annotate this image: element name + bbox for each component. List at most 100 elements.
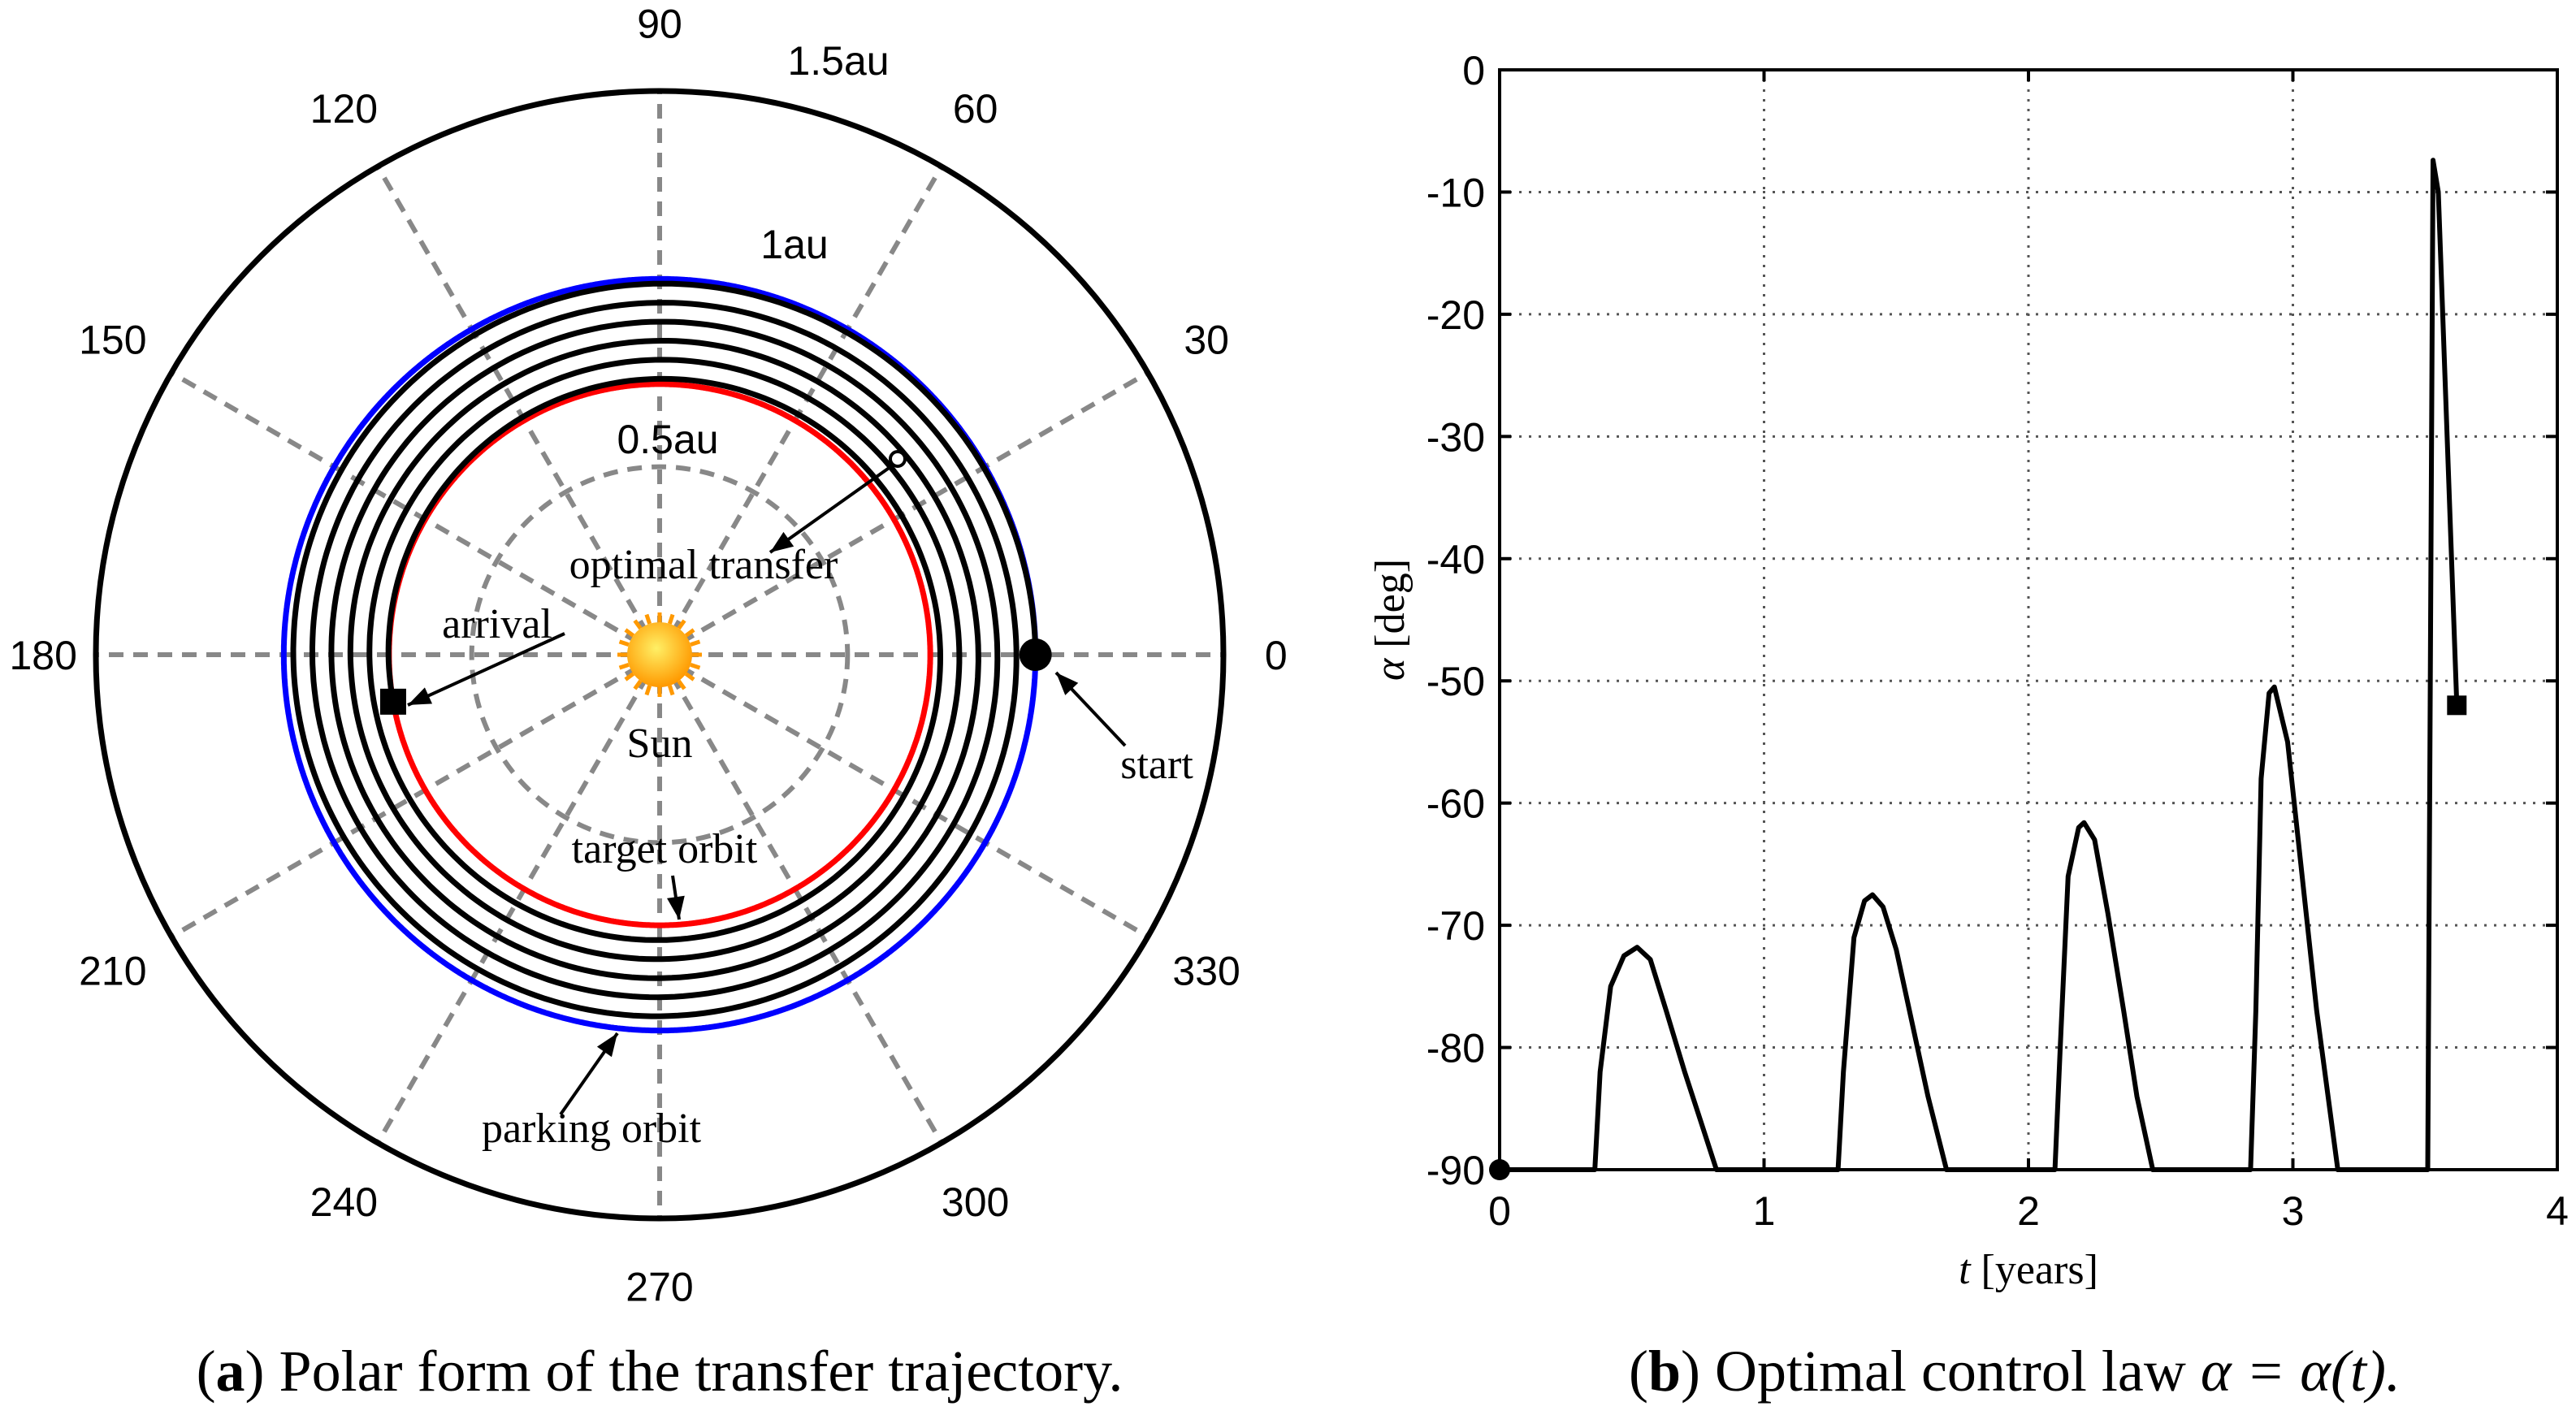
polar-angle-tick-240: 240 — [310, 1179, 378, 1225]
arrow-parking-orbit-head — [596, 1033, 617, 1058]
y-tick-label--20: -20 — [1427, 292, 1485, 338]
x-axis-label-unit: [years] — [1971, 1247, 2098, 1293]
plot-frame — [1498, 68, 2559, 1171]
label-parking-orbit: parking orbit — [482, 1106, 702, 1152]
line-series-group — [1489, 158, 2467, 1180]
x-tick-label-4: 4 — [2546, 1188, 2569, 1234]
y-tick-label--70: -70 — [1427, 903, 1485, 949]
polar-tick-labels: 0 30 60 90 120 150 180 210 240 270 300 330 0.5au 1au 1… — [10, 2, 1288, 1310]
sun-ray — [633, 679, 643, 690]
polar-chart-panel: 0 30 60 90 120 150 180 210 240 270 300 330 0.5au 1au 1… — [10, 2, 1288, 1310]
caption-b-label: b — [1648, 1339, 1681, 1404]
sun-ray — [677, 679, 686, 690]
polar-outer-ring — [93, 88, 1227, 1222]
arrow-arrival-line — [407, 632, 565, 707]
caption-a: (a) Polar form of the transfer trajector… — [197, 1339, 1123, 1404]
polar-series-optimal-transfer — [290, 280, 1039, 1019]
y-axis-label-symbol: α — [1367, 657, 1414, 681]
sun-ray — [618, 662, 630, 670]
sun-disc — [627, 622, 692, 687]
x-tick-label-2: 2 — [2017, 1188, 2040, 1234]
arrow-optimal-transfer-head — [770, 531, 794, 552]
polar-ring-0.5au — [469, 464, 851, 846]
polar-angle-tick-60: 60 — [953, 86, 998, 132]
sun-ray — [667, 613, 675, 625]
polar-angle-tick-90: 90 — [637, 2, 682, 47]
sun-ray — [644, 685, 652, 696]
polar-series-parking-orbit — [280, 275, 1039, 1034]
line-series-alpha — [1500, 158, 2460, 1172]
polar-angle-tick-120: 120 — [310, 86, 378, 132]
x-axis-label-symbol: t — [1959, 1247, 1972, 1293]
sun-ray — [633, 619, 643, 630]
x-axis-label: t [years] — [1959, 1247, 2098, 1293]
caption-a-label: a — [216, 1339, 245, 1404]
y-tick-label--10: -10 — [1427, 170, 1485, 215]
sun-ray — [624, 628, 635, 638]
label-start: start — [1120, 742, 1193, 788]
caption-b-open: ( — [1629, 1339, 1648, 1404]
caption-a-open: ( — [197, 1339, 216, 1404]
x-tick-label-0: 0 — [1488, 1188, 1511, 1234]
label-optimal-transfer: optimal transfer — [569, 542, 838, 588]
polar-angle-tick-270: 270 — [626, 1264, 693, 1309]
polar-spoke-120 — [375, 165, 662, 656]
polar-angle-tick-330: 330 — [1172, 949, 1240, 994]
sun-ray — [667, 685, 675, 696]
arrow-target-orbit-head — [667, 895, 685, 920]
x-tick-label-3: 3 — [2282, 1188, 2305, 1234]
polar-angle-tick-150: 150 — [79, 317, 146, 362]
polar-spoke-240 — [375, 653, 662, 1145]
y-tick-label--30: -30 — [1427, 414, 1485, 460]
polar-spoke-210 — [170, 652, 661, 939]
captions: (a) Polar form of the transfer trajector… — [197, 1339, 2401, 1404]
sun-ray — [677, 619, 686, 630]
sun-icon — [617, 612, 702, 697]
arrow-start-head — [1056, 673, 1079, 695]
line-marker-end — [2447, 695, 2467, 716]
line-marker-start — [1489, 1159, 1510, 1180]
y-tick-label--60: -60 — [1427, 781, 1485, 827]
polar-angle-tick-0: 0 — [1265, 633, 1288, 678]
y-tick-label--50: -50 — [1427, 659, 1485, 704]
caption-b-text: ) Optimal control law — [1681, 1339, 2201, 1404]
sun-ray — [684, 672, 695, 682]
polar-annotations: Sun optimal transfer arrival start target or… — [407, 450, 1193, 1152]
polar-radial-tick-0.5au: 0.5au — [617, 417, 718, 462]
optimal-transfer-point — [889, 450, 907, 468]
caption-a-text: ) Polar form of the transfer trajectory. — [245, 1339, 1123, 1404]
sun-ray — [684, 628, 695, 638]
polar-spoke-150 — [170, 370, 661, 657]
sun-ray — [624, 672, 635, 682]
y-tick-label--40: -40 — [1427, 537, 1485, 582]
sun-ray — [690, 662, 701, 670]
label-target-orbit: target orbit — [572, 826, 758, 872]
polar-marker-start — [1019, 638, 1052, 671]
polar-angle-tick-210: 210 — [79, 949, 146, 994]
polar-angle-tick-300: 300 — [942, 1179, 1009, 1225]
polar-radial-tick-1au: 1au — [760, 222, 828, 267]
label-arrival: arrival — [442, 601, 552, 647]
y-tick-label-0: 0 — [1462, 48, 1485, 93]
y-axis-label-unit: [deg] — [1367, 559, 1414, 659]
x-tick-label-1: 1 — [1753, 1188, 1776, 1234]
polar-angle-tick-30: 30 — [1184, 317, 1229, 362]
arrow-arrival-head — [408, 687, 433, 705]
y-tick-label--90: -90 — [1427, 1148, 1485, 1193]
sun-ray — [690, 639, 701, 647]
arrow-optimal-transfer-line — [768, 463, 895, 554]
caption-b: (b) Optimal control law α = α(t). — [1629, 1339, 2401, 1404]
sun-ray — [618, 639, 630, 647]
polar-marker-arrival — [379, 688, 406, 715]
sun-ray — [644, 613, 652, 625]
caption-b-equation: α = α(t). — [2201, 1339, 2401, 1404]
y-tick-label--80: -80 — [1427, 1026, 1485, 1071]
line-tick-labels: 0 1 2 3 4 0 -10 -20 -30 -40 -50 -60 -70 -80 -90 t [year… — [1367, 48, 2569, 1293]
label-sun: Sun — [627, 720, 693, 767]
line-chart-panel: 0 1 2 3 4 0 -10 -20 -30 -40 -50 -60 -70 -80 -90 t [year… — [1367, 48, 2569, 1293]
line-grid — [1498, 68, 2559, 1171]
polar-series-group — [280, 275, 1052, 1034]
polar-spoke-60 — [657, 165, 944, 656]
polar-radial-tick-1.5au: 1.5au — [787, 38, 889, 84]
